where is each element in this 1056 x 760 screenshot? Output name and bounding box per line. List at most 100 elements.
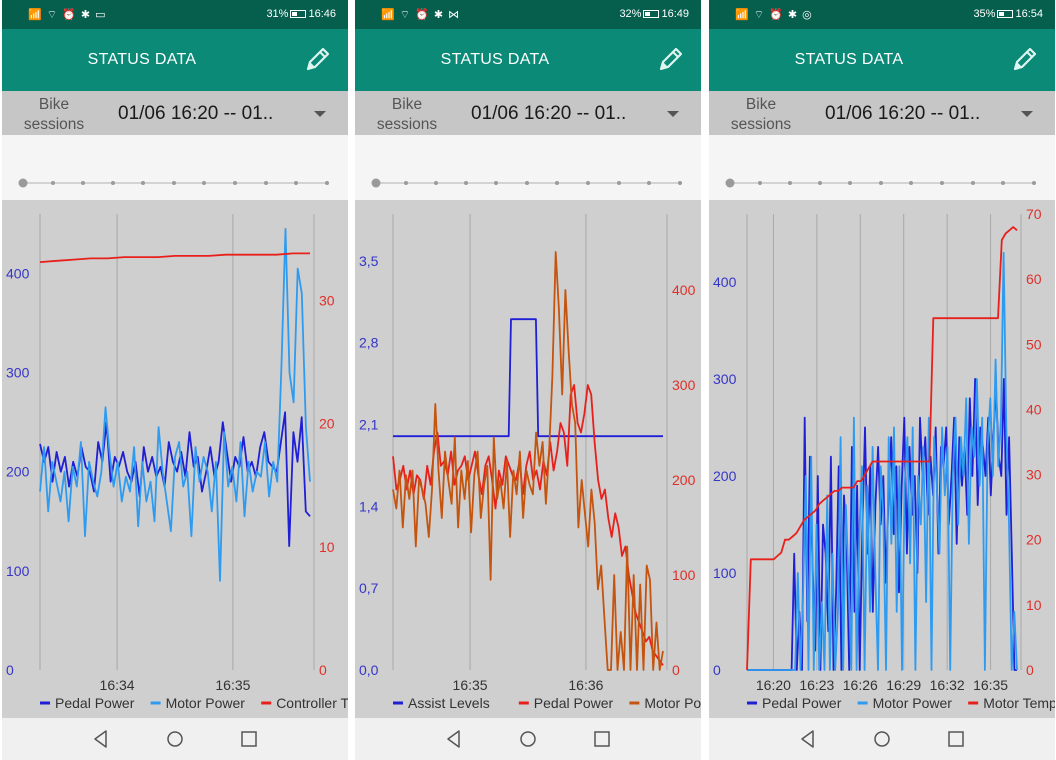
bike-sessions-label: Bike sessions	[376, 96, 438, 133]
home-icon[interactable]	[515, 726, 541, 752]
home-icon[interactable]	[869, 726, 895, 752]
status-right: 32% 16:49	[619, 8, 689, 20]
slider-ticks	[758, 181, 1036, 185]
status-chart[interactable]: 16:35 16:36 0,0 0,7 1,4 2,1 2,8 3,5 0 100 200 300 40…	[355, 200, 701, 718]
back-icon[interactable]	[441, 726, 467, 752]
y-left-tick-label: 300	[713, 371, 737, 387]
x-tick-label: 16:35	[453, 677, 488, 693]
recents-icon[interactable]	[943, 726, 969, 752]
status-icons: 📶 ⌔ ⏰ ✱ ⋈	[381, 9, 461, 21]
status-chart[interactable]: 16:34 16:35 0 100 200 300 400 0 10 20 30 Pedal Powe…	[2, 200, 348, 718]
x-tick-label: 16:34	[100, 677, 135, 693]
phone-screen-3: 📶 ⌔ ⏰ ✱ ◎ 35% 16:54 STATUS DATA Bike sess…	[709, 0, 1055, 760]
slider-track[interactable]	[709, 135, 1055, 200]
chevron-down-icon[interactable]	[314, 111, 326, 117]
y-right-tick-label: 10	[1026, 597, 1042, 613]
session-slider[interactable]	[355, 135, 701, 200]
chevron-down-icon[interactable]	[667, 111, 679, 117]
status-chart[interactable]: 16:20 16:23 16:26 16:29 16:32 16:35 0 100 200 300…	[709, 200, 1055, 718]
legend-label: Motor Power	[644, 695, 701, 711]
session-value: 01/06 16:20 -- 01..	[471, 103, 627, 124]
phone-screen-1: 📶 ⌔ ⏰ ✱ ▭ 31% 16:46 STATUS DATA Bike sess…	[2, 0, 348, 760]
legend-label: Motor Power	[166, 695, 246, 711]
series-line-assist-levels	[393, 318, 663, 438]
session-slider[interactable]	[709, 135, 1055, 200]
nav-bar	[355, 718, 701, 760]
x-tick-label: 16:29	[886, 677, 921, 693]
pencil-icon[interactable]	[302, 45, 332, 75]
status-bar: 📶 ⌔ ⏰ ✱ ▭ 31% 16:46	[2, 0, 348, 29]
status-icons: 📶 ⌔ ⏰ ✱ ◎	[735, 9, 813, 21]
chevron-down-icon[interactable]	[1021, 111, 1033, 117]
y-right-tick-label: 40	[1026, 401, 1042, 417]
session-selector[interactable]: Bike sessions 01/06 16:20 -- 01..	[709, 91, 1055, 135]
y-right-tick-label: 0	[672, 662, 680, 678]
phone-screen-2: 📶 ⌔ ⏰ ✱ ⋈ 32% 16:49 STATUS DATA Bike sess…	[355, 0, 701, 760]
x-tick-label: 16:20	[756, 677, 791, 693]
series-line-pedal-power	[747, 377, 1017, 671]
y-left-tick-label: 2,1	[359, 416, 379, 432]
y-left-tick-label: 0,7	[359, 580, 379, 596]
y-left-tick-label: 400	[713, 274, 737, 290]
y-left-tick-label: 0	[713, 662, 721, 678]
y-right-tick-label: 10	[319, 539, 335, 555]
y-left-tick-label: 0	[6, 662, 14, 678]
series-line-pedal-power	[39, 411, 311, 548]
session-value: 01/06 16:20 -- 01..	[825, 103, 981, 124]
legend-label: Pedal Power	[55, 695, 135, 711]
clock: 16:49	[661, 8, 689, 20]
status-right: 31% 16:46	[266, 8, 336, 20]
pencil-icon[interactable]	[1009, 45, 1039, 75]
y-left-tick-label: 3,5	[359, 253, 379, 269]
recents-icon[interactable]	[236, 726, 262, 752]
status-bar: 📶 ⌔ ⏰ ✱ ⋈ 32% 16:49	[355, 0, 701, 29]
slider-thumb[interactable]	[18, 178, 28, 188]
session-selector[interactable]: Bike sessions 01/06 16:20 -- 01..	[2, 91, 348, 135]
y-left-tick-label: 100	[6, 563, 30, 579]
y-left-tick-label: 400	[6, 265, 30, 281]
y-right-tick-label: 20	[1026, 532, 1042, 548]
status-bar: 📶 ⌔ ⏰ ✱ ◎ 35% 16:54	[709, 0, 1055, 29]
series-line-pedal-power	[392, 384, 664, 666]
app-title: STATUS DATA	[87, 51, 197, 68]
nav-bar	[709, 718, 1055, 760]
legend-label: Controller Temp	[276, 695, 348, 711]
session-slider[interactable]	[2, 135, 348, 200]
home-icon[interactable]	[162, 726, 188, 752]
bike-sessions-label: Bike sessions	[23, 96, 85, 133]
battery-icon	[290, 10, 307, 18]
pencil-icon[interactable]	[655, 45, 685, 75]
status-right: 35% 16:54	[973, 8, 1043, 20]
nav-bar	[2, 718, 348, 760]
series-line-motor-temp	[746, 226, 1018, 671]
back-icon[interactable]	[795, 726, 821, 752]
battery-percent: 35%	[973, 8, 996, 20]
y-left-tick-label: 0,0	[359, 662, 379, 678]
y-right-tick-label: 0	[1026, 662, 1034, 678]
y-left-tick-label: 200	[6, 464, 30, 480]
series-line-motor-power	[747, 251, 1018, 671]
battery-percent: 32%	[619, 8, 642, 20]
y-right-tick-label: 300	[672, 377, 696, 393]
slider-track[interactable]	[2, 135, 348, 200]
battery-icon	[643, 10, 660, 18]
slider-ticks	[404, 181, 682, 185]
slider-thumb[interactable]	[371, 178, 381, 188]
app-title: STATUS DATA	[794, 51, 904, 68]
recents-icon[interactable]	[589, 726, 615, 752]
slider-track[interactable]	[355, 135, 701, 200]
x-tick-label: 16:35	[215, 677, 250, 693]
y-right-tick-label: 100	[672, 567, 696, 583]
y-left-tick-label: 100	[713, 565, 737, 581]
clock: 16:46	[308, 8, 336, 20]
bike-sessions-label: Bike sessions	[730, 96, 792, 133]
battery-percent: 31%	[266, 8, 289, 20]
series-line-motor-power	[392, 251, 664, 671]
y-left-tick-label: 2,8	[359, 335, 379, 351]
back-icon[interactable]	[88, 726, 114, 752]
app-bar: STATUS DATA	[709, 29, 1055, 91]
session-selector[interactable]: Bike sessions 01/06 16:20 -- 01..	[355, 91, 701, 135]
slider-thumb[interactable]	[725, 178, 735, 188]
y-right-tick-label: 30	[319, 292, 335, 308]
series-line-motor-power	[39, 227, 311, 582]
